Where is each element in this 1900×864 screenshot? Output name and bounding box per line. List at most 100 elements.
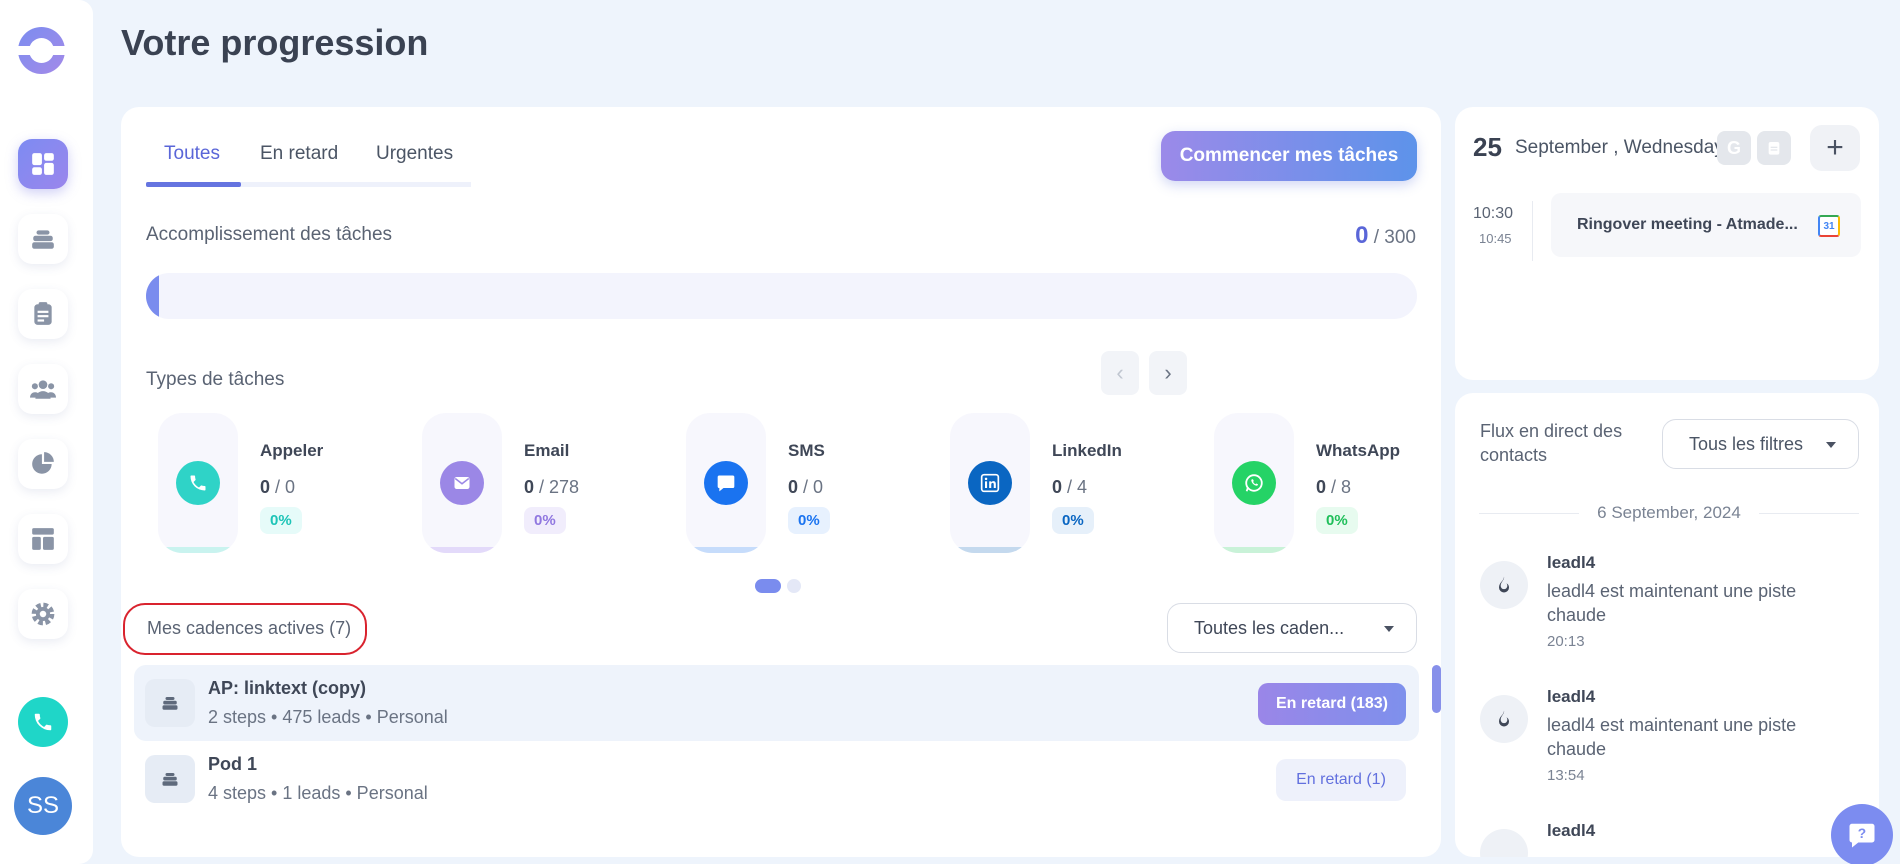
nav-templates[interactable] — [18, 514, 68, 564]
whatsapp-icon — [1232, 461, 1276, 505]
help-button[interactable]: ? — [1831, 804, 1893, 864]
cadence-name: Pod 1 — [208, 754, 258, 774]
settings-icon — [31, 602, 55, 626]
flame-icon — [1480, 829, 1528, 857]
clipboard-icon[interactable] — [1757, 131, 1791, 165]
accomplishment-count: 0 / 300 — [1355, 222, 1416, 250]
carousel-dot[interactable] — [787, 579, 801, 593]
task-type-name: Email — [524, 441, 570, 460]
event-start-time: 10:30 — [1473, 205, 1514, 222]
feed-filter-select[interactable]: Tous les filtres — [1662, 419, 1859, 469]
task-type-stripe — [686, 547, 766, 553]
nav-tasks[interactable] — [18, 289, 68, 339]
late-tasks-badge[interactable]: En retard (183) — [1258, 683, 1406, 725]
cadence-row[interactable]: Pod 1 4 steps • 1 leads • Personal En re… — [134, 741, 1419, 817]
flame-icon — [1480, 695, 1528, 743]
task-type-percent: 0% — [524, 507, 566, 534]
accomplishment-progress-fill — [146, 273, 159, 319]
cadences-scrollbar[interactable] — [1432, 665, 1441, 713]
feed-item-time: 13:54 — [1547, 767, 1585, 784]
feed-item-time: 20:13 — [1547, 633, 1585, 650]
flame-icon — [1480, 561, 1528, 609]
tasks-icon — [34, 302, 52, 325]
svg-text:?: ? — [1858, 826, 1866, 841]
nav-cadences[interactable] — [18, 214, 68, 264]
templates-icon — [32, 528, 54, 550]
task-type-card[interactable]: LinkedIn 0 / 4 0% — [938, 413, 1198, 553]
event-title: Ringover meeting - Atmade... — [1577, 216, 1798, 233]
email-icon — [440, 461, 484, 505]
carousel-dot-active[interactable] — [755, 579, 781, 593]
task-type-counts: 0 / 0 — [260, 477, 295, 498]
task-type-name: SMS — [788, 441, 825, 460]
calendar-card: 25 September , Wednesday G + 10:30 10:45… — [1455, 107, 1879, 380]
accomplishment-total: / 300 — [1373, 227, 1416, 248]
task-type-name: LinkedIn — [1052, 441, 1122, 460]
task-type-percent: 0% — [1052, 507, 1094, 534]
active-tab-indicator — [146, 182, 241, 187]
logo[interactable] — [16, 27, 67, 74]
nav-settings[interactable] — [18, 589, 68, 639]
carousel-next-button[interactable]: › — [1149, 351, 1187, 395]
cadences-filter-select[interactable]: Toutes les caden... — [1167, 603, 1417, 653]
caret-down-icon — [1826, 442, 1836, 448]
chevron-right-icon: › — [1164, 360, 1172, 385]
phone-icon — [176, 461, 220, 505]
task-type-card[interactable]: Email 0 / 278 0% — [410, 413, 670, 553]
task-type-pill — [158, 413, 238, 553]
page-title: Votre progression — [121, 22, 429, 63]
tab-en-retard[interactable]: En retard — [260, 143, 339, 164]
tab-toutes[interactable]: Toutes — [164, 143, 220, 164]
add-event-button[interactable]: + — [1810, 125, 1860, 171]
task-type-stripe — [422, 547, 502, 553]
task-type-stripe — [158, 547, 238, 553]
sms-icon — [704, 461, 748, 505]
cadence-row[interactable]: AP: linktext (copy) 2 steps • 475 leads … — [134, 665, 1419, 741]
nav-reports[interactable] — [18, 439, 68, 489]
chevron-left-icon: ‹ — [1116, 360, 1124, 385]
caret-down-icon — [1384, 626, 1394, 632]
tab-urgentes[interactable]: Urgentes — [376, 143, 454, 164]
feed-item-name: leadl4 — [1547, 821, 1596, 840]
late-tasks-badge[interactable]: En retard (1) — [1276, 759, 1406, 801]
task-tabs: Toutes En retard Urgentes — [146, 143, 471, 187]
active-cadences-label: Mes cadences actives (7) — [123, 603, 367, 655]
nav-contacts[interactable] — [18, 364, 68, 414]
task-type-done: 0 — [788, 477, 799, 497]
start-tasks-button[interactable]: Commencer mes tâches — [1161, 131, 1417, 181]
dashboard-icon — [32, 153, 54, 175]
task-type-total: / 0 — [275, 477, 296, 497]
task-type-total: / 8 — [1331, 477, 1352, 497]
task-type-percent: 0% — [260, 507, 302, 534]
task-type-card[interactable]: SMS 0 / 0 0% — [674, 413, 934, 553]
task-type-done: 0 — [260, 477, 271, 497]
task-type-counts: 0 / 278 — [524, 477, 579, 498]
task-type-total: / 278 — [539, 477, 580, 497]
calendar-date: September , Wednesday — [1515, 137, 1724, 158]
nav-dashboard[interactable] — [18, 139, 68, 189]
task-type-card[interactable]: WhatsApp 0 / 8 0% — [1202, 413, 1462, 553]
task-type-name: WhatsApp — [1316, 441, 1401, 460]
google-icon[interactable]: G — [1717, 131, 1751, 165]
reports-icon — [32, 452, 54, 474]
timeline-divider — [1532, 201, 1533, 261]
carousel-prev-button[interactable]: ‹ — [1101, 351, 1139, 395]
task-type-percent: 0% — [788, 507, 830, 534]
accomplishment-done: 0 — [1355, 222, 1369, 249]
dialer-button[interactable] — [18, 697, 68, 747]
accomplishment-progress-bar — [146, 273, 1417, 319]
calendar-day: 25 — [1473, 132, 1502, 162]
contacts-icon — [30, 380, 56, 399]
phone-icon — [34, 713, 52, 731]
task-type-card[interactable]: Appeler 0 / 0 0% — [146, 413, 406, 553]
avatar-initials: SS — [26, 792, 59, 819]
task-type-pill — [686, 413, 766, 553]
plus-icon: + — [1826, 131, 1844, 164]
task-type-done: 0 — [524, 477, 535, 497]
avatar[interactable]: SS — [14, 777, 72, 835]
feed-item-description: leadl4 est maintenant une piste chaude — [1547, 715, 1797, 759]
cadences-filter-value: Toutes les caden... — [1194, 618, 1345, 638]
task-type-total: / 4 — [1067, 477, 1088, 497]
task-type-done: 0 — [1316, 477, 1327, 497]
calendar-event[interactable]: Ringover meeting - Atmade... 31 — [1551, 193, 1861, 257]
